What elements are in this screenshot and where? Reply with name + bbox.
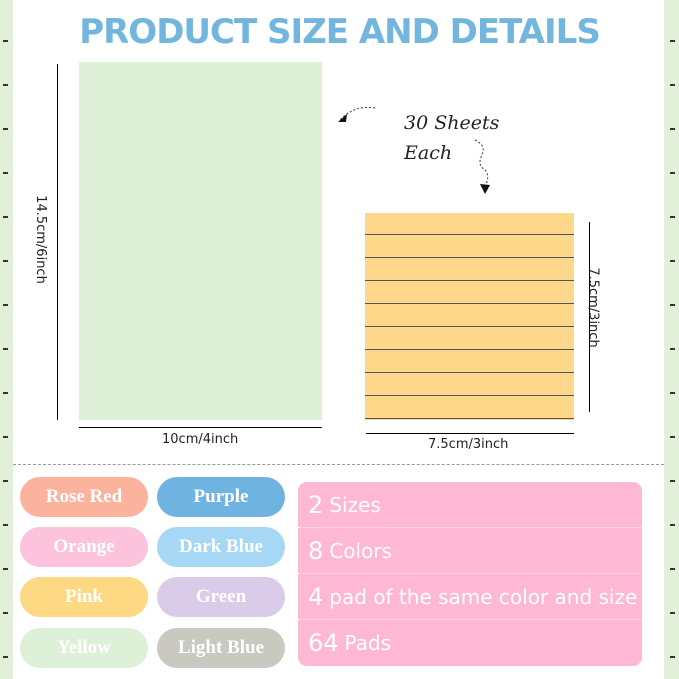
detail-text: Colors: [329, 538, 392, 563]
detail-number: 4: [308, 582, 324, 611]
large-pad-width: 10cm/4inch: [162, 432, 239, 447]
sheets-note: 30 Sheets Each: [404, 108, 499, 168]
large-pad-height: 14.5cm/6inch: [32, 195, 48, 284]
detail-row: 8 Colors: [298, 528, 642, 574]
width-arrow: [366, 433, 574, 434]
color-pill: Orange: [20, 527, 148, 567]
height-arrow: [589, 222, 590, 412]
height-arrow: [57, 64, 58, 420]
right-border: [664, 0, 679, 679]
detail-number: 64: [308, 629, 339, 657]
detail-text: pad of the same color and size: [329, 584, 638, 609]
dotted-arrows: [338, 106, 490, 194]
detail-number: 8: [308, 536, 324, 565]
detail-text: Pads: [344, 631, 392, 655]
page-title: PRODUCT SIZE AND DETAILS: [79, 12, 601, 52]
detail-row: 2 Sizes: [298, 482, 642, 528]
details-box: 2 Sizes 8 Colors 4 pad of the same color an…: [298, 482, 642, 666]
sheets-each: Each: [404, 142, 453, 164]
color-pill: Rose Red: [20, 477, 148, 517]
color-pill: Pink: [20, 577, 148, 617]
color-pill: Purple: [157, 477, 285, 517]
detail-text: Sizes: [329, 492, 381, 517]
left-border: [0, 0, 13, 679]
sheets-count: 30 Sheets: [404, 112, 500, 134]
detail-number: 2: [308, 490, 324, 519]
section-divider: [13, 464, 664, 465]
large-note-pad: [79, 62, 322, 420]
detail-row: 64 Pads: [298, 620, 642, 666]
small-pad-width: 7.5cm/3inch: [428, 437, 509, 452]
small-note-pad: [365, 213, 574, 420]
color-pill: Dark Blue: [157, 527, 285, 567]
detail-row: 4 pad of the same color and size: [298, 574, 642, 620]
color-pill: Yellow: [20, 628, 148, 668]
color-pill: Green: [157, 577, 285, 617]
width-arrow: [79, 427, 322, 428]
small-pad-height: 7.5cm/3inch: [585, 267, 601, 348]
color-pill: Light Blue: [157, 628, 285, 668]
